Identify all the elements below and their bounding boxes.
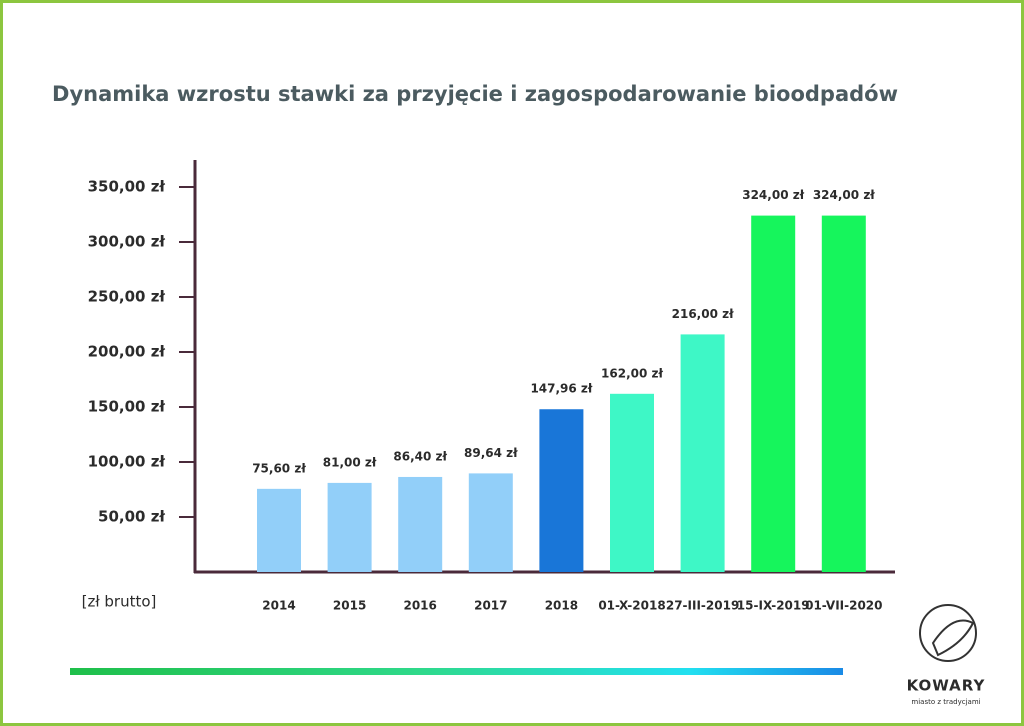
- bar: [327, 482, 372, 572]
- logo-tagline: miasto z tradycjami: [911, 698, 980, 706]
- value-label: 86,40 zł: [393, 449, 447, 463]
- x-tick-label: 15-IX-2019: [737, 599, 810, 613]
- y-tick-label: 100,00 zł: [88, 453, 166, 471]
- bar: [468, 473, 513, 572]
- value-label: 324,00 zł: [813, 188, 875, 202]
- bar: [751, 215, 796, 572]
- value-label: 147,96 zł: [530, 382, 592, 396]
- y-axis-label: [zł brutto]: [82, 593, 157, 611]
- x-tick-label: 01-VII-2020: [805, 599, 882, 613]
- value-label: 75,60 zł: [252, 461, 306, 475]
- x-tick-label: 2018: [545, 599, 578, 613]
- logo: KOWARY miasto z tradycjami: [907, 604, 986, 706]
- chart: Dynamika wzrostu stawki za przyjęcie i z…: [52, 82, 986, 706]
- bar: [680, 334, 725, 572]
- y-tick-label: 300,00 zł: [88, 233, 166, 251]
- value-label: 162,00 zł: [601, 366, 663, 380]
- x-tick-label: 2015: [333, 599, 366, 613]
- bar: [257, 488, 301, 572]
- chart-title: Dynamika wzrostu stawki za przyjęcie i z…: [52, 82, 898, 106]
- value-label: 81,00 zł: [323, 455, 377, 469]
- y-tick-label: 200,00 zł: [88, 343, 166, 361]
- logo-emblem: [919, 604, 977, 662]
- value-label: 324,00 zł: [742, 188, 804, 202]
- value-label: 216,00 zł: [672, 307, 734, 321]
- x-tick-label: 01-X-2018: [598, 599, 665, 613]
- x-tick-label: 27-III-2019: [666, 599, 739, 613]
- y-tick-label: 250,00 zł: [88, 288, 166, 306]
- logo-name: KOWARY: [907, 677, 986, 695]
- bar: [539, 409, 584, 572]
- x-tick-label: 2016: [403, 599, 436, 613]
- x-tick-label: 2017: [474, 599, 507, 613]
- y-tick-label: 150,00 zł: [88, 398, 166, 416]
- y-tick-label: 350,00 zł: [88, 178, 166, 196]
- x-tick-label: 2014: [262, 599, 295, 613]
- bar: [398, 476, 443, 572]
- bar: [610, 393, 654, 572]
- y-tick-label: 50,00 zł: [98, 508, 165, 526]
- bar: [821, 215, 866, 572]
- decor-stripe: [70, 668, 843, 675]
- logo-mark: [931, 619, 975, 657]
- value-label: 89,64 zł: [464, 446, 518, 460]
